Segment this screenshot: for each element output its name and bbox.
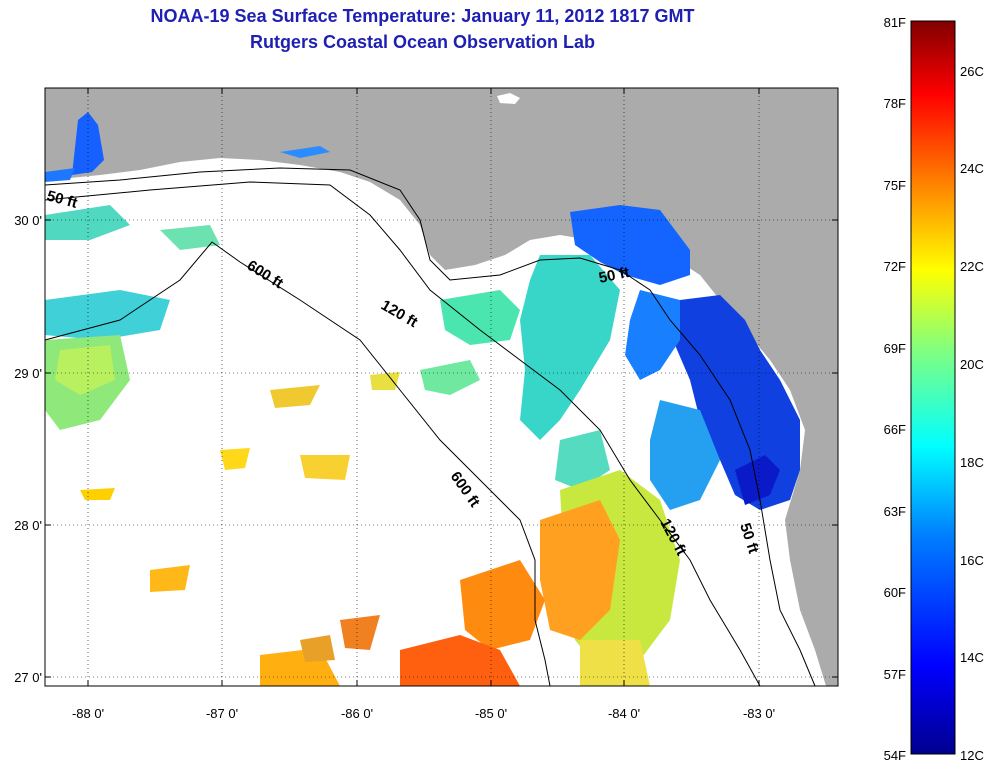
colorbar-c-label: 14C [960, 650, 984, 665]
lon-label: -85 0' [475, 706, 507, 721]
colorbar-c-label: 24C [960, 161, 984, 176]
lake [497, 93, 520, 104]
contour-label-50ft-east: 50 ft [597, 264, 631, 287]
colorbar-f-label: 72F [884, 259, 906, 274]
colorbar-f-label: 60F [884, 585, 906, 600]
colorbar-f-label: 57F [884, 667, 906, 682]
colorbar-c-label: 16C [960, 553, 984, 568]
colorbar-f-label: 54F [884, 748, 906, 763]
colorbar [910, 20, 956, 755]
colorbar-c-label: 20C [960, 357, 984, 372]
depth-contours [44, 167, 816, 687]
colorbar-c-label: 22C [960, 259, 984, 274]
lat-label: 28 0' [14, 518, 42, 533]
lat-label: 29 0' [14, 366, 42, 381]
colorbar-f-label: 81F [884, 15, 906, 30]
lat-label: 30 0' [14, 213, 42, 228]
contour-600ft [44, 241, 551, 687]
sst-patches [45, 112, 800, 686]
colorbar-f-label: 75F [884, 178, 906, 193]
lon-label: -84 0' [608, 706, 640, 721]
lon-label: -86 0' [341, 706, 373, 721]
lon-label: -87 0' [206, 706, 238, 721]
colorbar-f-label: 69F [884, 341, 906, 356]
colorbar-f-label: 78F [884, 96, 906, 111]
colorbar-c-label: 26C [960, 64, 984, 79]
colorbar-c-scale: 26C 24C 22C 20C 18C 16C 14C 12C [960, 64, 984, 763]
lat-label: 27 0' [14, 670, 42, 685]
colorbar-c-label: 12C [960, 748, 984, 763]
graticule [45, 88, 838, 686]
lon-label: -83 0' [743, 706, 775, 721]
colorbar-f-label: 66F [884, 422, 906, 437]
axis-ticks [45, 88, 838, 686]
lon-label: -88 0' [72, 706, 104, 721]
map-frame [44, 87, 839, 687]
map-title: NOAA-19 Sea Surface Temperature: January… [150, 6, 695, 26]
colorbar-f-label: 63F [884, 504, 906, 519]
map-subtitle: Rutgers Coastal Ocean Observation Lab [249, 32, 596, 52]
colorbar-f-scale: 81F 78F 75F 72F 69F 66F 63F 60F 57F 54F [884, 15, 906, 763]
contour-50ft-north [44, 167, 816, 687]
colorbar-c-label: 18C [960, 455, 984, 470]
contour-120ft [44, 181, 761, 687]
